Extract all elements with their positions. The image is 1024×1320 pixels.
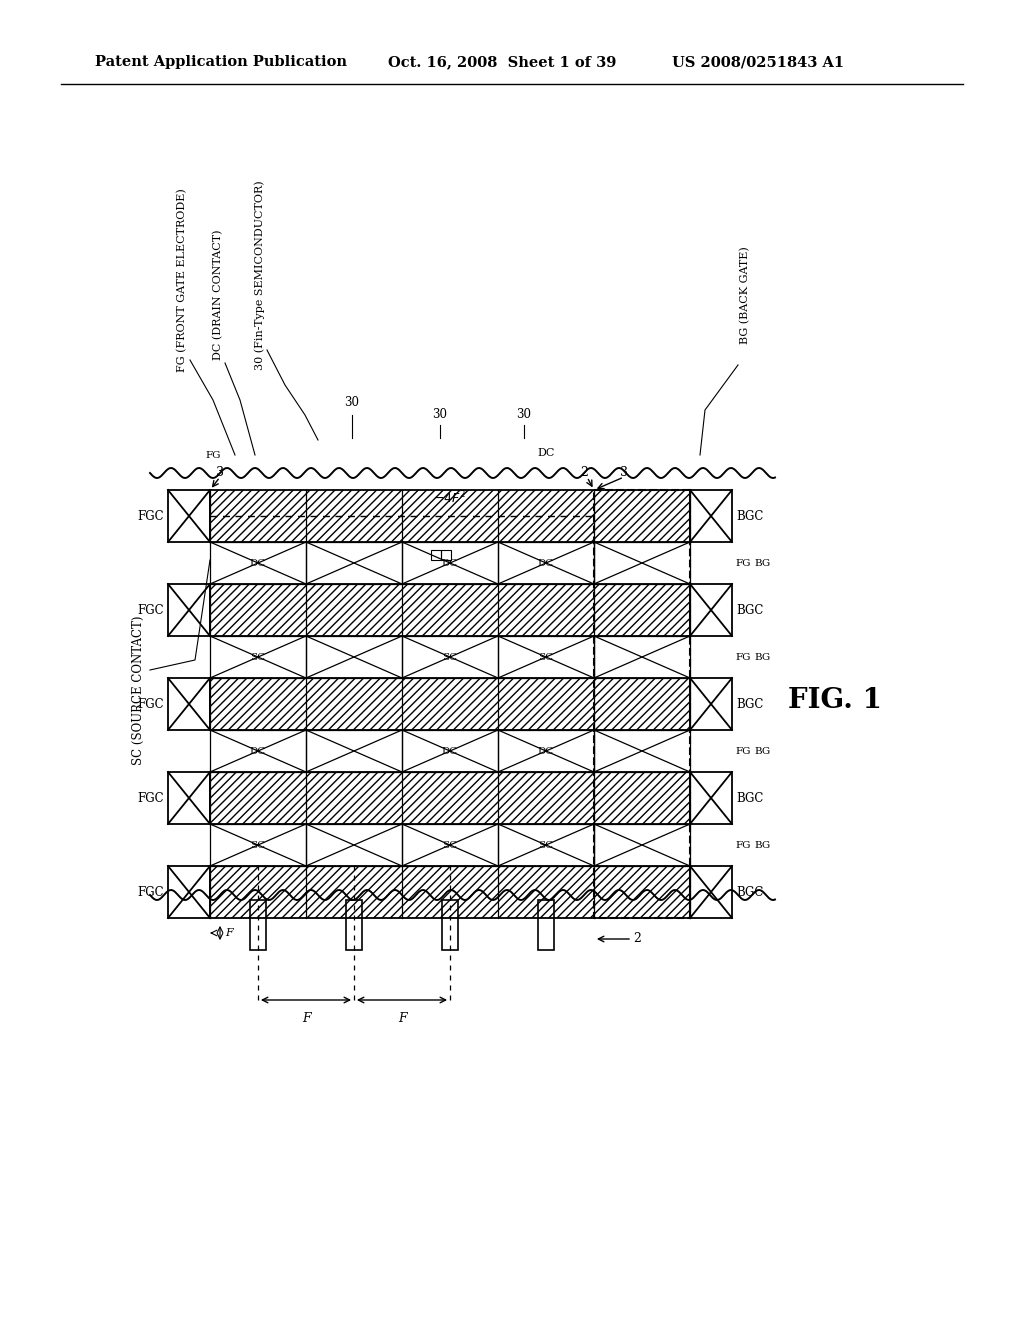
Text: BGC: BGC [736,886,763,899]
Bar [690,583,732,636]
Text: SC: SC [539,841,554,850]
Bar [690,490,732,543]
Text: FG: FG [735,841,751,850]
Bar [210,866,690,917]
Text: BGC: BGC [736,792,763,804]
Text: 2: 2 [633,932,641,945]
Text: DC: DC [538,447,555,458]
Text: SC: SC [539,652,554,661]
Bar [498,543,594,583]
Bar [594,636,690,678]
Bar [210,490,690,543]
Text: FGC: FGC [137,510,164,523]
Bar [210,730,306,772]
Bar [168,866,210,917]
Bar [402,824,498,866]
Bar [402,636,498,678]
Text: 30: 30 [516,408,531,421]
Text: BGC: BGC [736,603,763,616]
Text: FGC: FGC [137,697,164,710]
Text: DC: DC [538,747,554,755]
Text: BG: BG [754,747,770,755]
Text: FG (FRONT GATE ELECTRODE): FG (FRONT GATE ELECTRODE) [177,189,187,372]
Text: SC: SC [442,841,458,850]
Bar [346,900,362,950]
Text: F: F [302,1012,310,1026]
Bar [306,543,402,583]
Text: BGC: BGC [736,697,763,710]
Text: FG: FG [735,558,751,568]
Text: F: F [225,928,232,939]
Bar [210,583,690,636]
Bar [594,730,690,772]
Text: FG: FG [205,450,221,459]
Bar [498,730,594,772]
Bar [210,636,306,678]
Bar [306,636,402,678]
Text: BG: BG [754,841,770,850]
Text: BG: BG [754,652,770,661]
Bar [210,678,690,730]
Text: FGC: FGC [137,792,164,804]
Text: F: F [397,1012,407,1026]
Text: DC: DC [442,747,458,755]
Bar [498,824,594,866]
Bar [306,824,402,866]
Bar [538,900,554,950]
Text: 3: 3 [620,466,628,479]
Text: 30 (Fin-Type SEMICONDUCTOR): 30 (Fin-Type SEMICONDUCTOR) [255,181,265,370]
Text: FGC: FGC [137,886,164,899]
Text: Patent Application Publication: Patent Application Publication [95,55,347,69]
Text: BGC: BGC [736,510,763,523]
Bar [250,900,266,950]
Bar [402,543,498,583]
Bar [210,543,306,583]
Text: 30: 30 [432,408,447,421]
Bar [210,824,306,866]
Bar [690,866,732,917]
Text: BG (BACK GATE): BG (BACK GATE) [740,246,751,345]
Bar [306,730,402,772]
Text: FG: FG [735,652,751,661]
Text: SC: SC [442,652,458,661]
Text: FG: FG [735,747,751,755]
Text: SC: SC [251,652,265,661]
Bar [690,772,732,824]
Bar [168,678,210,730]
Text: US 2008/0251843 A1: US 2008/0251843 A1 [672,55,844,69]
Text: Oct. 16, 2008  Sheet 1 of 39: Oct. 16, 2008 Sheet 1 of 39 [388,55,616,69]
Bar [168,583,210,636]
Text: 2: 2 [580,466,588,479]
Text: SC (SOURCE CONTACT): SC (SOURCE CONTACT) [131,615,144,764]
Bar [690,678,732,730]
Text: 3: 3 [216,466,224,479]
Text: FGC: FGC [137,603,164,616]
Bar [168,490,210,543]
Text: DC: DC [250,558,266,568]
Text: FIG. 1: FIG. 1 [788,686,882,714]
Bar [440,550,451,561]
Bar [594,490,690,917]
Bar [210,772,690,824]
Bar [498,636,594,678]
Text: 30: 30 [344,396,359,408]
Text: $-4F^2$: $-4F^2$ [433,490,467,507]
Bar [168,772,210,824]
Bar [442,900,458,950]
Text: DC: DC [538,558,554,568]
Bar [594,824,690,866]
Text: DC: DC [250,747,266,755]
Text: DC: DC [442,558,458,568]
Bar [594,543,690,583]
Bar [402,730,498,772]
Text: BG: BG [754,558,770,568]
Text: SC: SC [251,841,265,850]
Bar [431,550,440,561]
Text: DC (DRAIN CONTACT): DC (DRAIN CONTACT) [213,230,223,360]
